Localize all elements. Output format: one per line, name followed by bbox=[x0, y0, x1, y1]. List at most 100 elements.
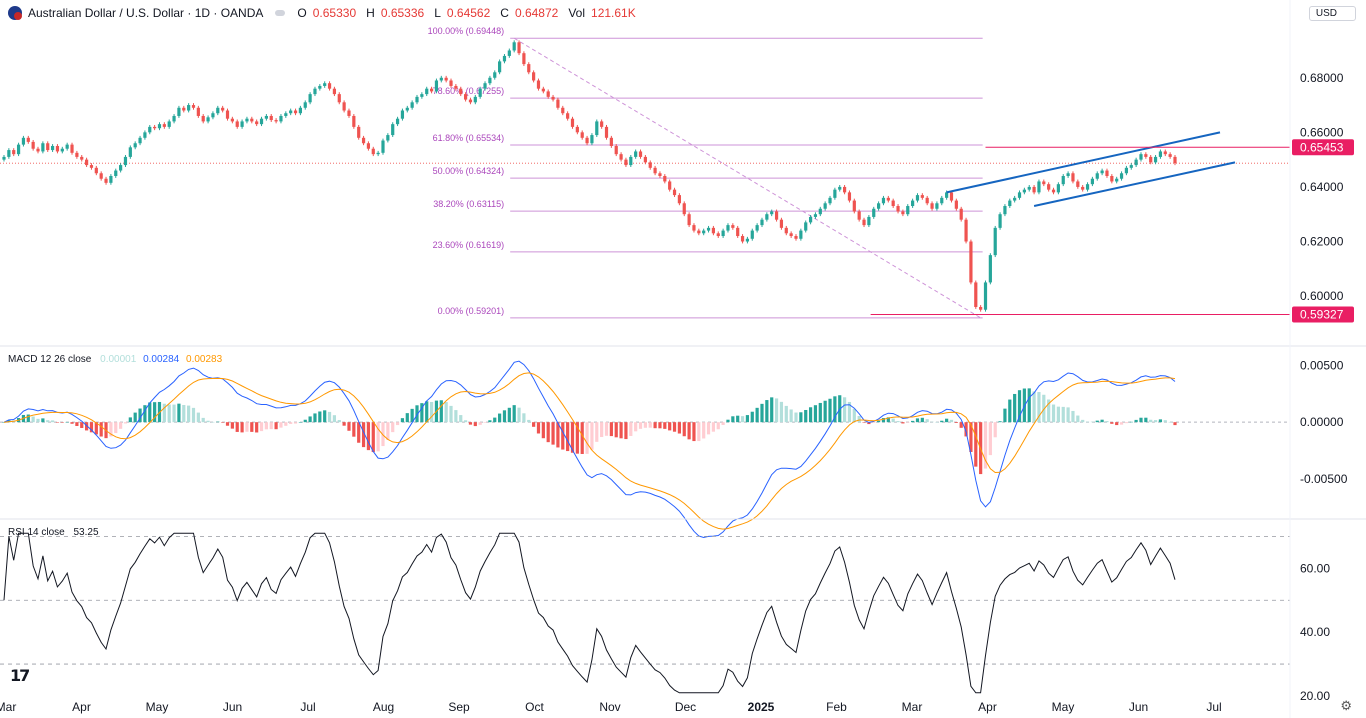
aud-usd-flag-icon bbox=[8, 6, 22, 20]
candle-body bbox=[993, 227, 997, 256]
candle-body bbox=[527, 64, 531, 73]
candle-body bbox=[259, 118, 264, 125]
macd-histogram-bar bbox=[940, 420, 944, 423]
macd-histogram-bar bbox=[240, 422, 244, 433]
macd-histogram-bar bbox=[872, 422, 876, 423]
macd-histogram-bar bbox=[886, 417, 890, 423]
macd-histogram-bar bbox=[857, 416, 861, 423]
candle-body bbox=[891, 200, 895, 207]
macd-histogram-bar bbox=[536, 422, 541, 434]
candle-body bbox=[293, 110, 298, 114]
macd-histogram-bar bbox=[201, 417, 205, 423]
rsi-line bbox=[3, 532, 1176, 694]
settings-gear-icon[interactable]: ⚙ bbox=[1340, 698, 1352, 713]
candle-body bbox=[1149, 156, 1153, 163]
macd-histogram-bar bbox=[153, 402, 157, 423]
candle-body bbox=[148, 126, 152, 133]
macd-histogram-bar bbox=[901, 422, 905, 424]
macd-histogram-bar bbox=[80, 422, 84, 428]
candle-body bbox=[1056, 184, 1060, 193]
macd-histogram-bar bbox=[755, 407, 759, 423]
candle-body bbox=[114, 170, 118, 176]
macd-histogram-bar bbox=[954, 422, 958, 423]
macd-histogram-bar bbox=[609, 422, 613, 437]
candle-body bbox=[721, 230, 725, 237]
macd-histogram-bar bbox=[541, 422, 545, 439]
macd-histogram-bar bbox=[969, 422, 973, 452]
candle-body bbox=[1051, 189, 1056, 193]
time-tick-label: Apr bbox=[72, 700, 91, 714]
fib-level-label: 23.60% (0.61619) bbox=[433, 240, 505, 250]
macd-histogram-bar bbox=[930, 421, 934, 423]
candle-body bbox=[250, 118, 254, 122]
rsi-pane[interactable] bbox=[0, 532, 1290, 694]
time-tick-label: Jul bbox=[1206, 700, 1221, 714]
macd-histogram-bar bbox=[143, 405, 147, 423]
macd-histogram-bar bbox=[668, 422, 672, 431]
currency-selector[interactable]: USD bbox=[1308, 6, 1356, 21]
fib-level-label: 38.20% (0.63115) bbox=[433, 199, 504, 209]
candle-body bbox=[46, 143, 50, 151]
candle-body bbox=[371, 148, 375, 155]
macd-histogram-bar bbox=[216, 421, 220, 423]
macd-histogram-bar bbox=[255, 422, 259, 433]
price-pane[interactable]: 100.00% (0.69448) 78.60% (0.67255) 61.80% … bbox=[0, 26, 1290, 319]
macd-histogram-bar bbox=[347, 422, 351, 431]
macd-histogram-bar bbox=[196, 412, 200, 423]
macd-histogram-bar bbox=[711, 422, 716, 432]
macd-histogram-bar bbox=[36, 418, 40, 423]
candle-body bbox=[1124, 167, 1129, 174]
macd-histogram-bar bbox=[410, 408, 414, 423]
candle-body bbox=[706, 227, 711, 231]
macd-histogram-bar bbox=[463, 420, 468, 423]
macd-histogram-bar bbox=[517, 407, 521, 423]
candle-body bbox=[1144, 154, 1148, 157]
candle-body bbox=[779, 219, 784, 228]
candle-body bbox=[711, 227, 716, 234]
time-tick-label: Oct bbox=[525, 700, 544, 714]
candle-body bbox=[327, 83, 332, 89]
macd-histogram-bar bbox=[1149, 419, 1153, 423]
candle-body bbox=[221, 107, 225, 111]
candle-body bbox=[410, 102, 414, 108]
macd-histogram-bar bbox=[595, 422, 599, 442]
macd-histogram-bar bbox=[94, 422, 98, 435]
macd-histogram-bar bbox=[993, 422, 997, 438]
candle-body bbox=[488, 77, 492, 84]
macd-histogram-bar bbox=[26, 414, 30, 423]
open-label: O bbox=[297, 6, 307, 20]
candle-body bbox=[799, 230, 803, 239]
candle-body bbox=[444, 77, 448, 81]
candle-body bbox=[196, 107, 200, 116]
macd-histogram-bar bbox=[425, 401, 429, 423]
macd-histogram-bar bbox=[974, 422, 978, 467]
macd-legend: MACD 12 26 close 0.00001 0.00284 0.00283 bbox=[8, 354, 222, 365]
candle-body bbox=[157, 124, 162, 129]
macd-histogram-bar bbox=[46, 420, 50, 423]
candle-body bbox=[75, 152, 79, 157]
fib-level-label: 50.00% (0.64324) bbox=[433, 166, 505, 176]
candle-body bbox=[974, 282, 978, 307]
candle-body bbox=[585, 137, 589, 144]
macd-histogram-bar bbox=[881, 418, 886, 423]
macd-line-value: 0.00284 bbox=[143, 354, 180, 365]
symbol-title[interactable]: Australian Dollar / U.S. Dollar · 1D · O… bbox=[28, 6, 264, 20]
macd-histogram-bar bbox=[983, 422, 988, 469]
candle-body bbox=[109, 176, 113, 183]
candle-body bbox=[886, 197, 890, 201]
macd-histogram-bar bbox=[527, 419, 531, 423]
macd-histogram-bar bbox=[920, 417, 924, 423]
candle-body bbox=[123, 156, 128, 166]
macd-histogram-bar bbox=[634, 422, 638, 432]
candle-body bbox=[643, 156, 647, 163]
candle-body bbox=[755, 225, 759, 231]
macd-histogram-bar bbox=[361, 422, 366, 448]
candle-body bbox=[804, 222, 808, 231]
macd-tick-label: -0.00500 bbox=[1300, 472, 1348, 486]
macd-pane[interactable] bbox=[0, 360, 1290, 539]
candle-body bbox=[532, 72, 536, 81]
price-tick-label: 0.60000 bbox=[1300, 289, 1344, 303]
candle-body bbox=[935, 203, 939, 209]
macd-histogram-bar bbox=[293, 422, 298, 424]
